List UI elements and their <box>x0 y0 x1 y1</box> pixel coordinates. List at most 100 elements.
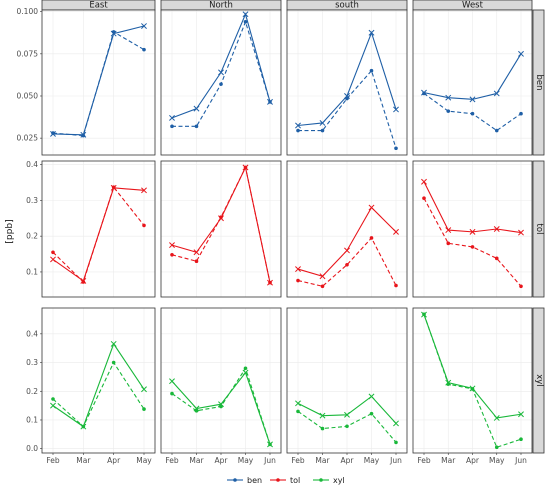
data-point-x-marker <box>469 96 476 103</box>
data-point-x-marker <box>295 400 301 407</box>
legend-label-tol: tol <box>290 476 300 485</box>
data-point-dot <box>243 20 248 24</box>
panel-border <box>41 9 156 156</box>
panel-ben-north <box>160 9 282 156</box>
facet-label-ben: ben <box>534 74 544 90</box>
data-point-dot <box>194 259 199 264</box>
data-point-x-marker <box>518 50 524 57</box>
panel-border <box>412 160 533 298</box>
x-tick-label: May <box>364 456 380 465</box>
legend-item-tol: tol <box>270 476 300 485</box>
data-point-dot <box>369 68 374 73</box>
data-point-x-marker <box>169 378 175 385</box>
y-tick-label: 0.1 <box>26 415 38 424</box>
facet-strip-ben <box>532 9 545 156</box>
data-point-dot <box>320 284 325 289</box>
x-tick-label: May <box>238 456 254 465</box>
data-point-dot <box>296 128 300 133</box>
data-point-x-marker <box>445 227 452 234</box>
data-point-dot <box>170 252 174 257</box>
series-line-dashed <box>423 197 522 287</box>
data-point-x-marker <box>80 131 87 138</box>
data-point-x-marker <box>110 340 117 347</box>
panel-border <box>41 307 156 454</box>
panel-tol-east <box>41 160 156 298</box>
data-point-dot <box>422 196 426 201</box>
data-point-x-marker <box>242 11 249 18</box>
y-tick-label: 0.3 <box>26 358 38 367</box>
data-point-x-marker <box>469 385 476 392</box>
data-point-x-marker <box>267 279 273 286</box>
panel-xyl-east <box>41 307 156 454</box>
x-tick-label: Mar <box>189 456 204 465</box>
y-tick-label: 0.075 <box>17 49 39 58</box>
data-point-x-marker <box>344 247 350 254</box>
data-point-dot <box>494 445 499 450</box>
series-line-dashed <box>52 361 145 428</box>
data-point-x-marker <box>267 98 273 105</box>
y-axis-title: [ppb] <box>5 219 15 243</box>
data-point-x-marker <box>445 94 452 101</box>
facet-label-west: West <box>462 1 484 11</box>
data-point-dot <box>369 411 374 416</box>
data-point-x-marker <box>295 266 301 273</box>
y-tick-label: 0.4 <box>26 160 38 169</box>
panel-border <box>41 160 156 298</box>
panel-ben-east <box>41 9 156 156</box>
panel-border <box>160 160 282 298</box>
legend-item-ben: ben <box>227 476 262 485</box>
data-point-dot <box>494 256 499 261</box>
facet-label-south: south <box>335 1 359 11</box>
data-point-x-marker <box>110 30 117 37</box>
data-point-x-marker <box>218 215 224 222</box>
data-point-x-marker <box>218 401 224 408</box>
y-tick-label: 0.100 <box>17 7 39 16</box>
data-point-dot <box>320 426 325 431</box>
data-point-x-marker <box>110 184 117 191</box>
data-point-x-marker <box>193 105 200 112</box>
data-point-x-marker <box>242 164 249 171</box>
legend-key-marker <box>233 478 237 482</box>
data-point-dot <box>142 223 146 228</box>
panel-tol-north <box>160 160 282 298</box>
data-point-x-marker <box>344 411 350 418</box>
data-point-x-marker <box>421 178 427 185</box>
legend-key-marker <box>319 478 323 482</box>
data-point-dot <box>142 47 146 52</box>
data-point-dot <box>470 245 475 249</box>
data-point-dot <box>296 409 300 414</box>
data-point-x-marker <box>141 386 147 393</box>
panel-xyl-south <box>286 307 408 454</box>
data-point-x-marker <box>80 423 87 430</box>
facet-label-east: East <box>89 1 108 11</box>
series-line-solid <box>52 187 145 282</box>
x-tick-label: Feb <box>291 456 305 465</box>
x-tick-label: Jun <box>389 456 402 465</box>
data-point-x-marker <box>80 277 87 284</box>
panel-background <box>42 161 155 297</box>
x-tick-label: Mar <box>315 456 330 465</box>
data-point-x-marker <box>141 23 147 29</box>
data-point-x-marker <box>193 249 200 256</box>
x-tick-label: Mar <box>441 456 456 465</box>
y-tick-label: 0.0 <box>26 444 38 453</box>
data-point-x-marker <box>445 379 452 386</box>
x-tick-label: Jun <box>514 456 527 465</box>
data-point-dot <box>394 440 398 445</box>
facet-label-xyl: xyl <box>534 374 544 386</box>
y-tick-label: 0.050 <box>17 91 39 100</box>
data-point-x-marker <box>319 273 326 280</box>
x-tick-label: Jun <box>263 456 276 465</box>
series-line-solid <box>52 25 145 136</box>
panel-xyl-north <box>160 307 282 454</box>
y-tick-label: 0.1 <box>26 267 38 276</box>
legend-item-xyl: xyl <box>313 476 345 485</box>
data-point-x-marker <box>518 229 524 236</box>
y-tick-label: 0.025 <box>17 134 39 143</box>
x-tick-label: Feb <box>417 456 431 465</box>
data-point-dot <box>345 424 349 429</box>
legend-label-xyl: xyl <box>333 476 345 485</box>
data-point-dot <box>194 124 199 129</box>
data-point-x-marker <box>242 369 249 376</box>
